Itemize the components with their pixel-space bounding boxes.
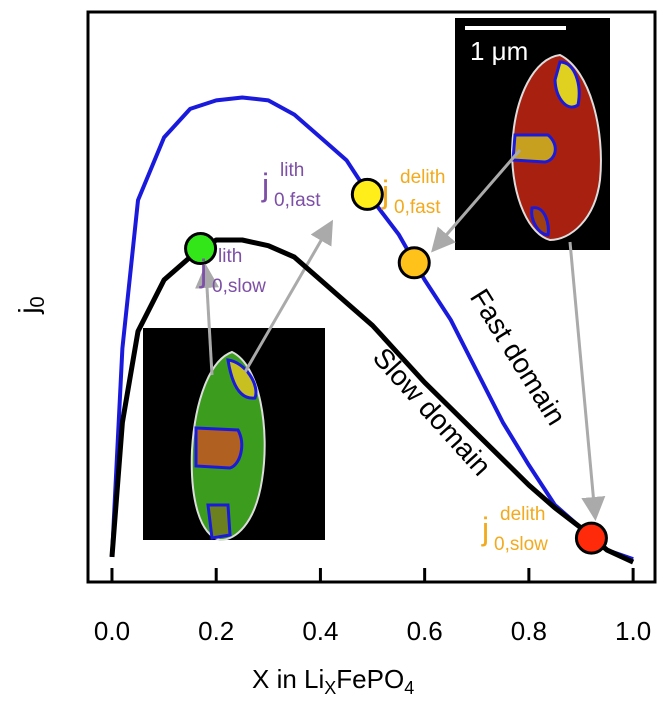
annotation-base: j <box>261 167 269 203</box>
annotation-sup: delith <box>500 504 545 525</box>
annotation-sub: 0,slow <box>212 276 266 297</box>
marker <box>184 232 218 266</box>
x-tick-label: 0.2 <box>198 616 234 646</box>
scale-bar-label: 1 μm <box>470 36 528 66</box>
x-tick-label: 0.8 <box>511 616 547 646</box>
annotation: j lith 0,slow <box>199 246 266 297</box>
x-tick-label: 0.0 <box>94 616 130 646</box>
annotation-sub: 0,fast <box>274 190 321 211</box>
y-axis-label: j0 <box>13 296 49 314</box>
domain-outline <box>194 426 244 470</box>
domain-outline <box>206 503 232 540</box>
annotation: j delith 0,slow <box>481 504 548 555</box>
annotation: j delith 0,fast <box>381 167 445 218</box>
series-label: Slow domain <box>367 342 497 482</box>
arrows <box>195 149 606 521</box>
marker <box>397 246 431 280</box>
annotation-sup: lith <box>218 246 242 267</box>
annotation-base: j <box>481 511 489 547</box>
domain-outline <box>226 358 258 400</box>
marker <box>574 521 608 555</box>
curve <box>109 237 635 565</box>
plot-frame <box>86 10 657 584</box>
annotation-base: j <box>381 174 389 210</box>
annotation-sup: lith <box>280 160 304 181</box>
domain-outline <box>553 60 581 109</box>
x-axis-label: X in LiXFePO4 <box>252 664 414 698</box>
annotation-sub: 0,slow <box>494 534 548 555</box>
annotation: j lith 0,fast <box>261 160 321 211</box>
x-tick-label: 0.4 <box>302 616 338 646</box>
annotation-sub: 0,fast <box>394 197 441 218</box>
domain-outline <box>511 133 557 164</box>
marker <box>350 177 384 211</box>
x-tick-label: 0.6 <box>407 616 443 646</box>
x-tick-label: 1.0 <box>615 616 651 646</box>
series-label: Fast domain <box>464 283 572 430</box>
domain-outline <box>530 206 550 237</box>
annotation-base: j <box>199 253 207 289</box>
annotation-sup: delith <box>400 167 445 188</box>
